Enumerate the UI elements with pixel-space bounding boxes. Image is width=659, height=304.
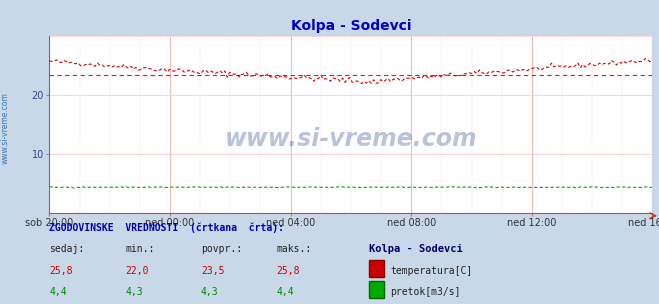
Text: 4,3: 4,3 <box>125 287 143 297</box>
Text: www.si-vreme.com: www.si-vreme.com <box>1 92 10 164</box>
Text: 4,3: 4,3 <box>201 287 219 297</box>
Text: ZGODOVINSKE  VREDNOSTI  (črtkana  črta):: ZGODOVINSKE VREDNOSTI (črtkana črta): <box>49 223 285 233</box>
Text: pretok[m3/s]: pretok[m3/s] <box>390 287 461 297</box>
Text: 4,4: 4,4 <box>49 287 67 297</box>
Text: www.si-vreme.com: www.si-vreme.com <box>225 127 477 151</box>
Text: 22,0: 22,0 <box>125 266 149 276</box>
Text: min.:: min.: <box>125 244 155 254</box>
Title: Kolpa - Sodevci: Kolpa - Sodevci <box>291 19 411 33</box>
Text: sedaj:: sedaj: <box>49 244 84 254</box>
Text: povpr.:: povpr.: <box>201 244 242 254</box>
Text: maks.:: maks.: <box>277 244 312 254</box>
Text: 25,8: 25,8 <box>277 266 301 276</box>
Text: temperatura[C]: temperatura[C] <box>390 266 473 276</box>
Text: 23,5: 23,5 <box>201 266 225 276</box>
Text: Kolpa - Sodevci: Kolpa - Sodevci <box>369 244 463 254</box>
Text: 25,8: 25,8 <box>49 266 73 276</box>
Text: 4,4: 4,4 <box>277 287 295 297</box>
